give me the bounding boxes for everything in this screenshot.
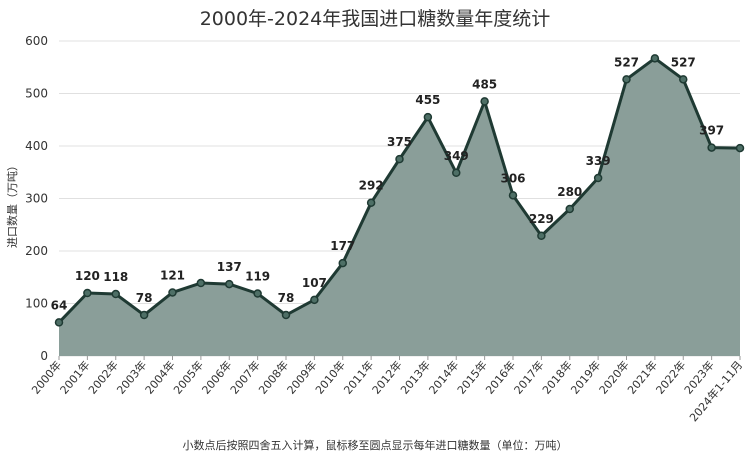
- x-tick-label: 2013年: [397, 358, 433, 397]
- data-point: [83, 288, 92, 298]
- data-point: [593, 173, 603, 183]
- data-label: 280: [557, 185, 582, 199]
- y-tick-label: 500: [25, 87, 48, 101]
- data-point: [565, 204, 574, 214]
- data-label: 177: [330, 239, 355, 253]
- x-tick-label: 2022年: [653, 358, 689, 397]
- y-tick-label: 100: [25, 297, 48, 311]
- marker-layer: [54, 54, 745, 327]
- data-point: [310, 295, 319, 305]
- data-point: [395, 154, 404, 164]
- x-tick-label: 2015年: [454, 358, 490, 397]
- y-tick-label: 0: [40, 349, 48, 363]
- data-point: [253, 289, 262, 298]
- x-tick-label: 2017年: [511, 358, 547, 397]
- data-point: [139, 310, 149, 320]
- data-point: [537, 231, 546, 241]
- x-tick-label: 2008年: [256, 358, 292, 397]
- data-label: 292: [359, 179, 384, 193]
- y-axis-title: 进口数量（万吨）: [6, 160, 19, 248]
- data-label: 121: [160, 268, 185, 282]
- data-point: [707, 143, 716, 152]
- y-tick-label: 600: [25, 34, 48, 48]
- x-tick-label: 2021年: [624, 358, 660, 397]
- x-tick-label: 2018年: [539, 358, 575, 397]
- y-tick-label: 400: [25, 139, 48, 153]
- data-label: 78: [278, 291, 295, 305]
- data-label: 455: [415, 93, 440, 107]
- data-label: 349: [444, 149, 469, 163]
- x-tick-label: 2010年: [312, 358, 348, 397]
- data-label: 120: [75, 269, 100, 283]
- data-point: [54, 318, 64, 327]
- series-area: [59, 58, 740, 356]
- x-tick-label: 2016年: [483, 358, 519, 397]
- x-tick-label: 2020年: [596, 358, 632, 397]
- data-point: [508, 191, 518, 200]
- data-label: 107: [302, 276, 327, 290]
- data-label: 339: [586, 154, 611, 168]
- y-tick-label: 300: [25, 192, 48, 206]
- x-tick-label: 2011年: [341, 358, 377, 397]
- data-point: [168, 288, 177, 297]
- y-tick-label: 200: [25, 244, 48, 258]
- y-axis: 0 100 200 300 400 500 600: [25, 34, 48, 363]
- data-label: 118: [103, 270, 128, 284]
- data-point: [679, 75, 688, 84]
- x-tick-label: 2000年: [29, 358, 65, 397]
- x-tick-label: 2007年: [227, 358, 263, 397]
- data-point: [423, 112, 433, 122]
- x-tick-label: 2004年: [142, 358, 178, 397]
- x-tick-label: 2012年: [369, 358, 405, 397]
- x-tick-label: 2002年: [85, 358, 121, 397]
- data-label: 78: [136, 291, 153, 305]
- x-tick-label: 2001年: [57, 358, 93, 397]
- data-label: 527: [614, 55, 639, 69]
- x-tick-label: 2014年: [426, 358, 462, 397]
- data-label: 397: [699, 124, 724, 138]
- data-point: [735, 143, 745, 153]
- data-point: [225, 279, 234, 289]
- footnote: 小数点后按照四舍五入计算，鼠标移至圆点显示每年进口糖数量（单位：万吨）: [182, 439, 568, 452]
- x-tick-label: 2009年: [284, 358, 320, 397]
- x-tick-label: 2005年: [170, 358, 206, 397]
- data-label: 527: [671, 55, 696, 69]
- data-point: [196, 278, 206, 288]
- data-point: [480, 97, 489, 106]
- data-point: [338, 258, 347, 268]
- data-point: [281, 310, 291, 320]
- data-label: 64: [51, 298, 68, 312]
- x-tick-label: 2019年: [568, 358, 604, 397]
- area-layer: [57, 56, 741, 356]
- data-point: [111, 289, 120, 299]
- data-point: [452, 168, 461, 178]
- x-tick-label: 2006年: [199, 358, 235, 397]
- data-point: [622, 75, 631, 84]
- data-point: [366, 198, 376, 207]
- data-label: 229: [529, 212, 554, 226]
- data-label: 119: [245, 270, 270, 284]
- data-label: 137: [217, 260, 242, 274]
- chart-title: 2000年-2024年我国进口糖数量年度统计: [199, 8, 551, 30]
- data-point: [650, 54, 660, 63]
- data-label: 375: [387, 135, 412, 149]
- data-label: 485: [472, 77, 497, 91]
- data-label: 306: [500, 171, 525, 185]
- x-tick-label: 2003年: [114, 358, 150, 397]
- x-axis: 2000年2001年2002年2003年2004年2005年2006年2007年…: [29, 356, 745, 424]
